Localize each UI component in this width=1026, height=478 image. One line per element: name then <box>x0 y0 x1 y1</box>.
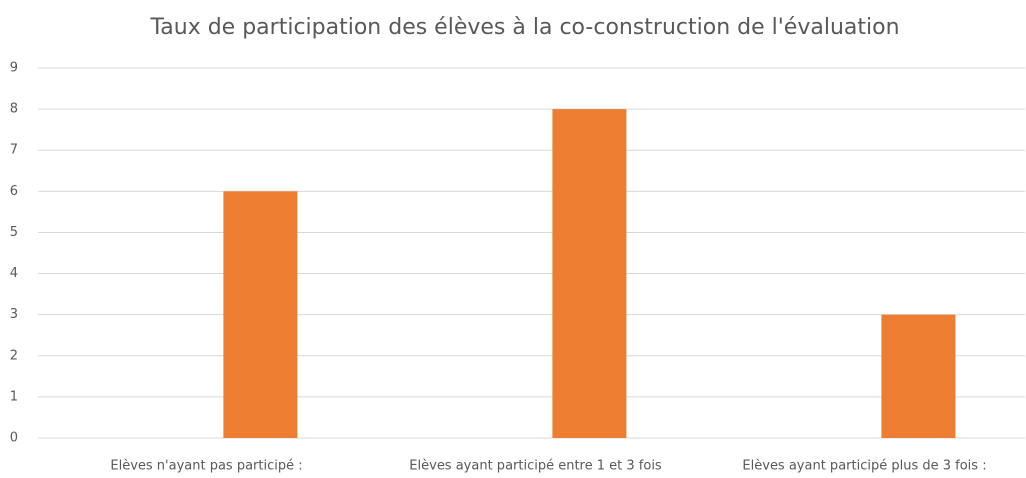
y-tick-label: 5 <box>10 225 18 240</box>
y-tick-label: 1 <box>10 389 18 404</box>
bar <box>881 314 956 438</box>
y-tick-label: 4 <box>10 266 18 281</box>
bar <box>223 191 298 438</box>
bar <box>552 109 627 438</box>
x-tick-label: Elèves ayant participé entre 1 et 3 fois <box>409 459 662 474</box>
y-tick-label: 3 <box>10 307 18 322</box>
y-tick-label: 0 <box>10 431 18 446</box>
chart-title: Taux de participation des élèves à la co… <box>149 15 899 40</box>
y-tick-label: 7 <box>10 143 18 158</box>
x-tick-label: Elèves ayant participé plus de 3 fois : <box>742 459 986 474</box>
y-tick-label: 9 <box>10 61 18 76</box>
y-tick-label: 2 <box>10 348 18 363</box>
y-tick-label: 6 <box>10 184 18 199</box>
y-tick-label: 8 <box>10 102 18 117</box>
x-tick-label: Elèves n'ayant pas participé : <box>110 459 302 474</box>
